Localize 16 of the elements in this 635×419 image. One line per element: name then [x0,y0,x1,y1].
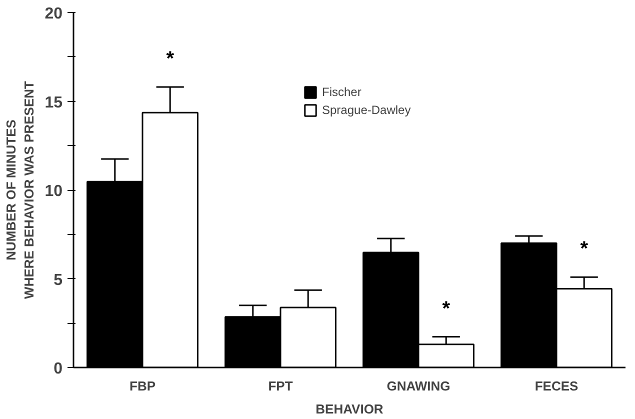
y-tick-label: 20 [44,6,63,22]
legend-label: Sprague-Dawley [322,103,411,117]
y-tick-label: 15 [44,94,63,112]
y-tick-label: 5 [54,272,63,289]
y-tick-label: 10 [44,183,63,200]
x-tick-label: GNAWING [386,378,450,394]
y-axis-title: NUMBER OF MINUTES WHERE BEHAVIOR WAS PRESENT [4,80,37,299]
x-tick-label: FECES [534,378,578,394]
data-label: * [442,298,450,320]
data-label: * [580,238,588,260]
x-tick-label: FPT [268,378,293,394]
data-label: * [166,48,174,70]
x-tick-label: FBP [130,378,156,394]
x-axis-title: BEHAVIOR [316,402,384,416]
y-tick-label: 0 [54,360,63,378]
legend-label: Fischer [322,85,362,99]
